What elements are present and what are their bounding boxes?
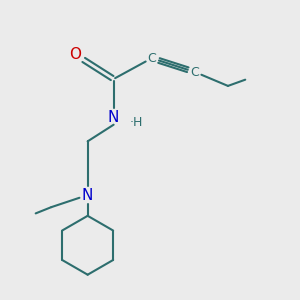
Text: O: O xyxy=(70,47,82,62)
Text: C: C xyxy=(191,66,200,79)
Text: C: C xyxy=(147,52,156,65)
Text: ·H: ·H xyxy=(130,116,143,129)
Text: N: N xyxy=(82,188,93,202)
Text: N: N xyxy=(108,110,119,124)
